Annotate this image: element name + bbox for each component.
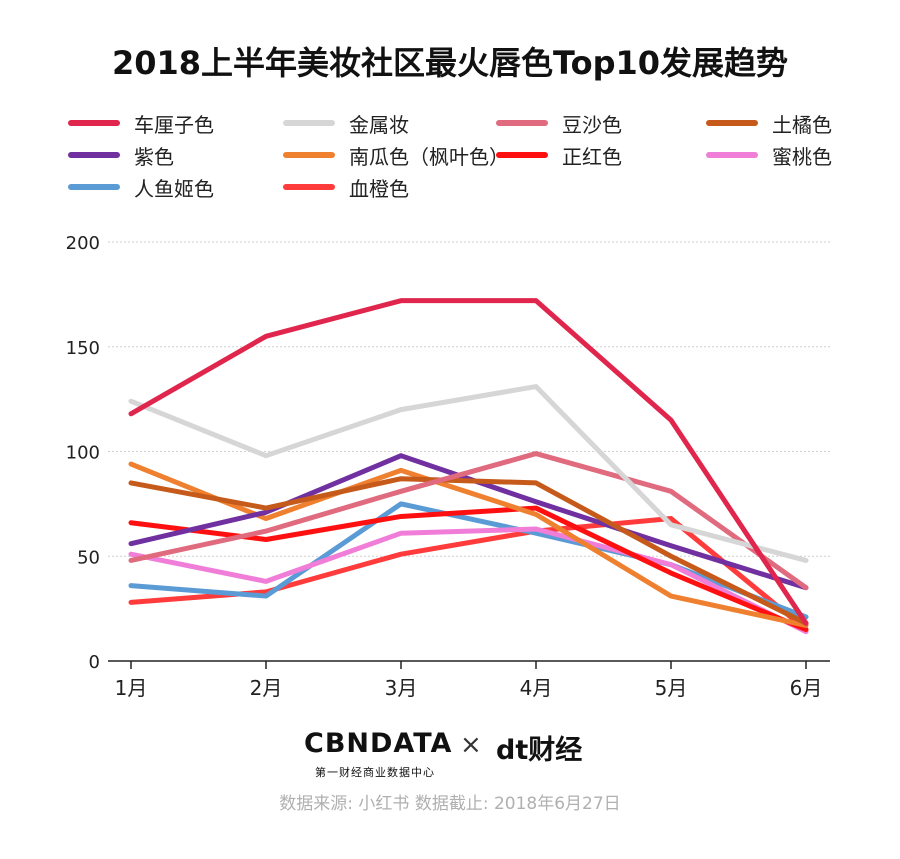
x-tick-label: 4月	[520, 676, 553, 700]
series-line	[128, 298, 809, 626]
y-tick-label: 100	[66, 443, 100, 464]
chart-title: 2018上半年美妆社区最火唇色Top10发展趋势	[111, 44, 789, 82]
legend-label: 南瓜色（枫叶色）	[349, 144, 509, 169]
legend-item: 紫色	[68, 142, 174, 169]
line-chart: 0 50 100 150 200 1月 2月 3月 4月 5月 6月	[66, 233, 830, 700]
legend-label: 豆沙色	[562, 112, 622, 137]
x-tick-label: 2月	[250, 676, 283, 700]
series-line	[128, 505, 809, 633]
legend-item: 金属妆	[283, 110, 409, 137]
legend-label: 紫色	[134, 144, 174, 169]
y-tick-label: 0	[89, 652, 100, 673]
legend-swatch	[283, 152, 335, 158]
legend-swatch	[68, 152, 120, 158]
x-tick-label: 6月	[790, 676, 823, 700]
legend-item: 正红色	[496, 142, 622, 169]
x-tick-label: 1月	[115, 676, 148, 700]
series-line	[128, 384, 809, 563]
y-tick-label: 150	[66, 338, 100, 359]
x-tick-label: 3月	[385, 676, 418, 700]
legend-item: 豆沙色	[496, 110, 622, 137]
legend-item: 土橘色	[706, 110, 832, 137]
legend-item: 南瓜色（枫叶色）	[283, 142, 509, 169]
legend-swatch	[68, 120, 120, 126]
series-line	[128, 476, 809, 626]
legend-item: 车厘子色	[68, 110, 214, 137]
y-tick-label: 200	[66, 233, 100, 254]
branding: CBNDATA 第一财经商业数据中心 × dt财经	[0, 726, 900, 786]
legend-label: 金属妆	[349, 112, 409, 137]
series-line	[128, 451, 809, 591]
legend-swatch	[706, 152, 758, 158]
legend-item: 蜜桃色	[706, 142, 832, 169]
legend-item: 人鱼姬色	[68, 174, 214, 201]
legend-swatch	[283, 120, 335, 126]
series-line	[128, 461, 809, 628]
legend-swatch	[496, 120, 548, 126]
legend-swatch	[706, 120, 758, 126]
legend: 车厘子色 金属妆 豆沙色 土橘色紫色 南瓜色（枫叶色） 正红色 蜜桃色人鱼姬色 血橙色	[0, 0, 900, 210]
legend-swatch	[283, 184, 335, 190]
times-sign: ×	[460, 730, 482, 760]
legend-swatch	[68, 184, 120, 190]
x-tick-label: 5月	[655, 676, 688, 700]
legend-item: 血橙色	[283, 174, 409, 201]
legend-label: 正红色	[562, 144, 622, 169]
legend-label: 人鱼姬色	[134, 176, 214, 201]
legend-label: 车厘子色	[134, 112, 214, 137]
legend-label: 土橘色	[772, 112, 832, 137]
legend-swatch	[496, 152, 548, 158]
legend-label: 血橙色	[349, 176, 409, 201]
y-tick-label: 50	[77, 547, 100, 568]
dt-caijing-logo: dt财经	[496, 735, 583, 766]
series-line	[128, 526, 809, 635]
cbndata-subtitle: 第一财经商业数据中心	[315, 766, 435, 779]
cbndata-logo: CBNDATA	[304, 728, 453, 759]
legend-label: 蜜桃色	[772, 144, 832, 169]
data-source-note: 数据来源: 小红书 数据截止: 2018年6月27日	[279, 794, 621, 814]
series-line	[128, 453, 809, 591]
